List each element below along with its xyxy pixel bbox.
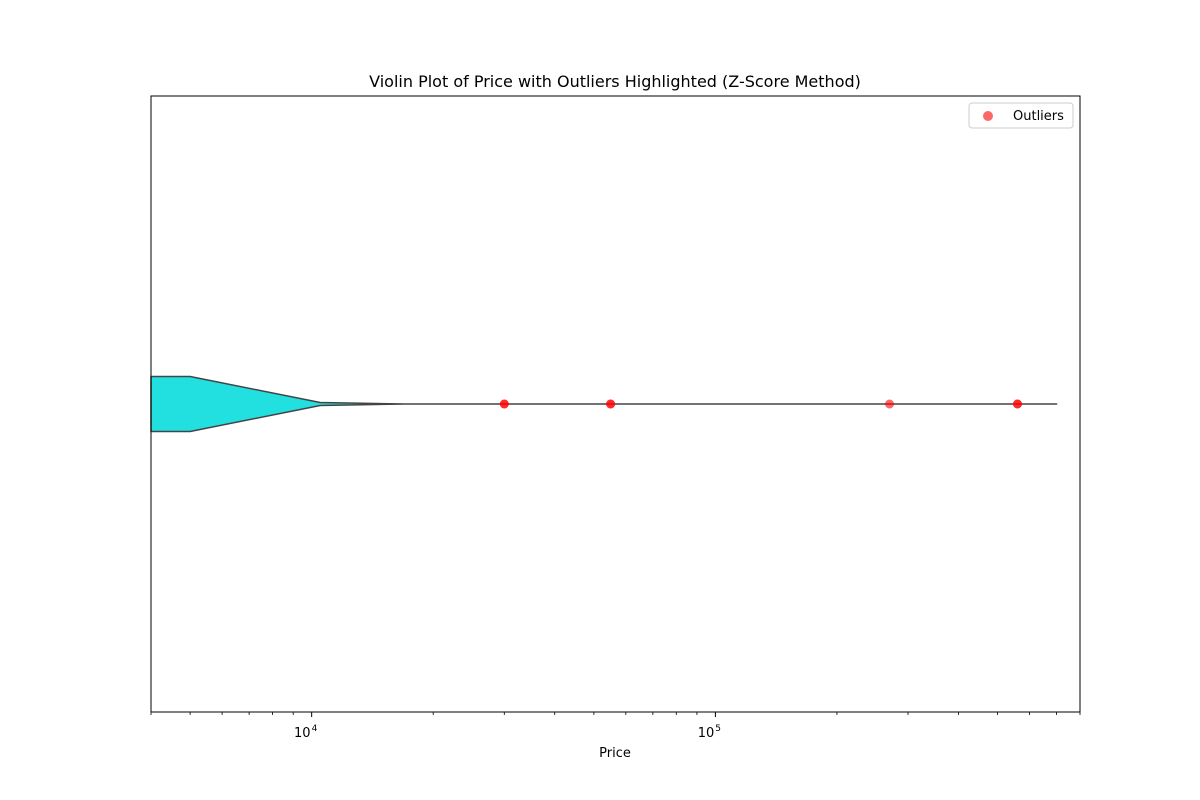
outlier-point [885,399,894,409]
plot-area [150,375,1058,433]
plot-frame [150,95,1081,713]
outlier-point [499,399,509,409]
x-axis-label: Price [599,746,631,761]
violin-body [150,375,1058,433]
legend-frame [968,102,1074,129]
legend: Outliers [968,102,1074,129]
x-axis: 104 105 [150,712,1081,741]
legend-marker-outliers [983,111,993,121]
x-tick-label: 104 [294,724,318,741]
outlier-point [1013,399,1022,409]
outlier-point [606,399,616,409]
legend-entry-outliers: Outliers [1013,109,1064,124]
chart-title: Violin Plot of Price with Outliers Highl… [369,72,861,91]
x-tick-label: 105 [698,724,721,741]
